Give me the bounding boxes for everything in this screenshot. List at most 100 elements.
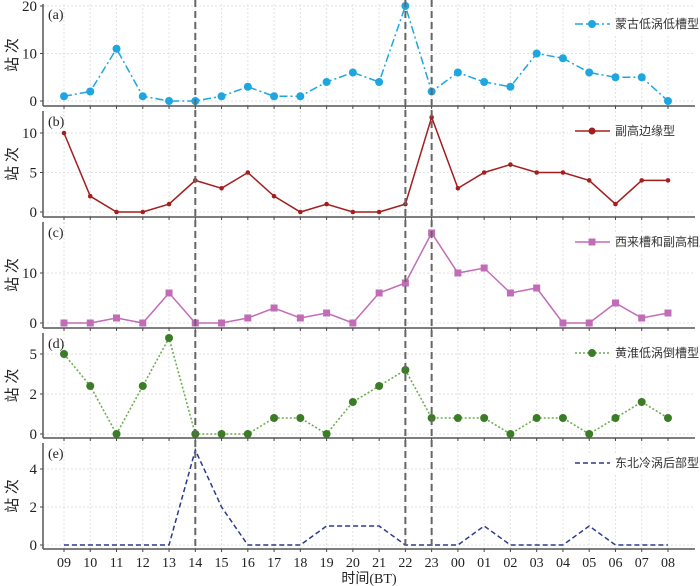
data-point xyxy=(296,92,305,101)
data-point xyxy=(245,170,251,175)
data-point xyxy=(506,430,515,438)
data-point xyxy=(585,430,594,438)
data-point xyxy=(114,209,119,215)
data-point xyxy=(376,209,382,215)
legend-label: 副高边缘型 xyxy=(615,123,675,138)
y-tick-label: 2 xyxy=(30,500,38,516)
x-tick-label: 12 xyxy=(136,556,150,571)
data-point xyxy=(112,44,121,53)
data-point xyxy=(533,284,541,292)
legend-box xyxy=(568,232,693,252)
data-point xyxy=(138,92,147,101)
legend-box xyxy=(568,343,693,363)
data-point xyxy=(270,414,279,422)
panel-label: (e) xyxy=(48,447,64,462)
data-point xyxy=(243,430,252,438)
legend-box xyxy=(568,121,693,141)
legend-box xyxy=(568,453,693,473)
x-tick-label: 21 xyxy=(372,556,386,571)
data-point xyxy=(86,87,95,96)
y-tick-label: 0 xyxy=(30,427,38,443)
data-point xyxy=(217,92,226,101)
x-tick-label: 01 xyxy=(477,556,491,571)
series-line xyxy=(63,114,668,213)
series-line xyxy=(64,231,669,324)
panel-d: 0 2 5 (d) 站 次 黄淮低涡倒槽型 xyxy=(4,333,699,443)
x-tick-label: 00 xyxy=(451,556,465,571)
data-point xyxy=(558,414,567,422)
x-tick-label: 13 xyxy=(162,556,176,571)
x-tick-label: 16 xyxy=(241,556,255,571)
y-tick-label: 5 xyxy=(30,347,38,363)
y-tick-label: 10 xyxy=(22,266,37,282)
data-point xyxy=(139,319,147,327)
legend-marker xyxy=(588,349,596,357)
y-tick-label: 0 xyxy=(30,316,38,332)
data-point xyxy=(455,186,461,191)
data-point xyxy=(350,209,356,215)
legend-label: 东北冷涡后部型 xyxy=(615,455,699,470)
y-tick-label: 2 xyxy=(30,387,38,403)
panel-label: (d) xyxy=(48,337,65,352)
data-point xyxy=(375,382,384,390)
x-tick-label: 15 xyxy=(215,556,229,571)
data-point xyxy=(453,414,462,422)
data-point xyxy=(298,209,303,215)
data-point xyxy=(322,430,331,438)
data-point xyxy=(480,414,489,422)
data-point xyxy=(86,319,94,327)
x-tick-label: 18 xyxy=(293,556,307,571)
data-point xyxy=(585,319,593,327)
x-tick-label: 04 xyxy=(556,556,570,571)
data-point xyxy=(60,319,68,327)
data-point xyxy=(663,97,672,105)
data-point xyxy=(217,430,226,438)
x-tick-label: 02 xyxy=(503,556,517,571)
data-point xyxy=(165,334,174,342)
data-point xyxy=(60,350,68,358)
data-point xyxy=(508,162,513,167)
data-point xyxy=(560,170,566,175)
data-point xyxy=(138,382,147,390)
y-tick-label: 0 xyxy=(30,94,38,110)
data-point xyxy=(480,78,489,86)
data-point xyxy=(60,92,68,101)
data-point xyxy=(349,319,357,327)
x-tick-label: 09 xyxy=(57,556,71,571)
y-tick-label: 4 xyxy=(30,462,38,478)
data-point xyxy=(324,201,329,207)
data-point xyxy=(166,201,172,207)
data-point xyxy=(165,289,173,297)
x-axis-label: 时间(BT) xyxy=(341,571,397,586)
data-point xyxy=(586,178,592,183)
data-point xyxy=(244,314,252,322)
data-point xyxy=(113,314,121,322)
data-point xyxy=(559,319,567,327)
data-point xyxy=(534,170,539,175)
data-point xyxy=(638,314,646,322)
data-point xyxy=(613,201,618,207)
panel-a: 0 10 20 (a) 站 次 蒙古低涡低槽型 xyxy=(4,0,699,110)
x-tick-label: 06 xyxy=(608,556,622,571)
x-tick-label: 03 xyxy=(530,556,544,571)
y-tick-label: 0 xyxy=(30,205,38,221)
y-axis-label: 站 次 xyxy=(4,147,21,181)
panel-label: (c) xyxy=(48,226,64,241)
y-tick-label: 10 xyxy=(22,126,37,142)
data-point xyxy=(611,299,619,307)
series-line xyxy=(64,447,668,546)
panel-label: (a) xyxy=(48,8,64,23)
x-tick-label: 14 xyxy=(188,556,202,571)
data-point xyxy=(639,178,645,183)
data-point xyxy=(665,178,671,183)
data-point xyxy=(454,269,462,277)
data-point xyxy=(375,78,384,86)
data-point xyxy=(218,319,226,327)
x-tick-label: 08 xyxy=(661,556,675,571)
data-point xyxy=(243,82,252,91)
x-tick-label: 22 xyxy=(398,556,412,571)
data-point xyxy=(429,114,434,120)
y-axis-label: 站 次 xyxy=(4,38,21,72)
data-point xyxy=(401,279,409,287)
